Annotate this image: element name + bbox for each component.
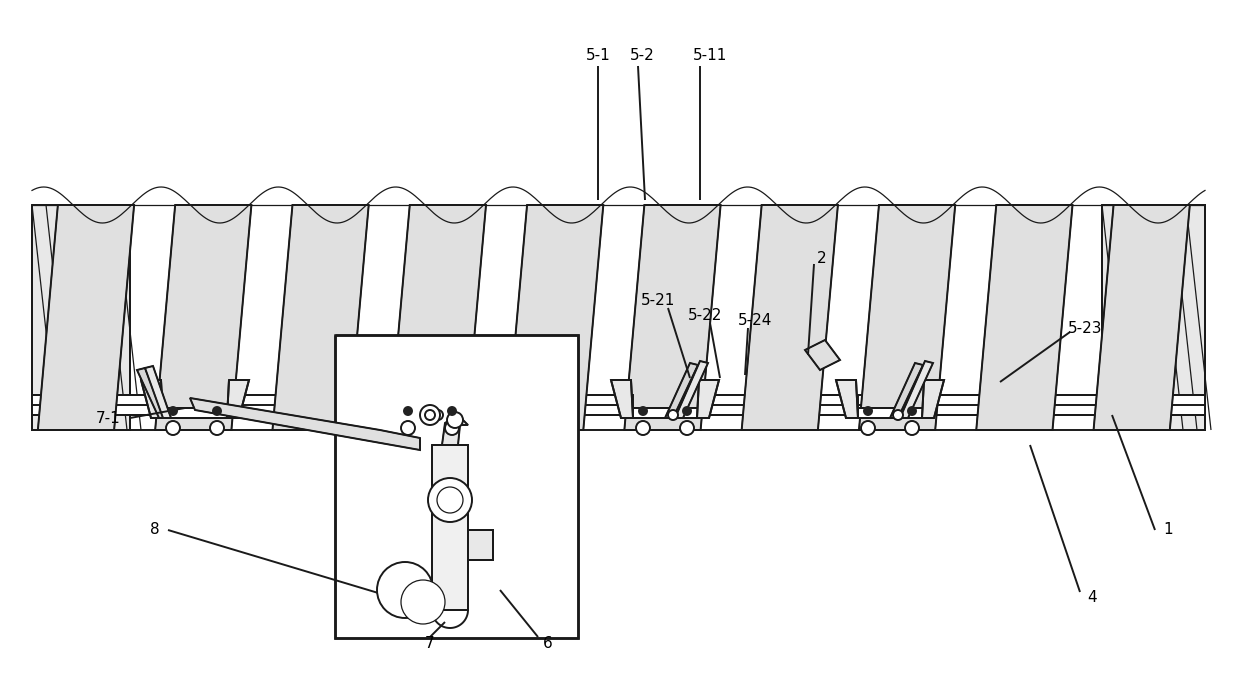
Polygon shape bbox=[376, 380, 398, 418]
Polygon shape bbox=[153, 395, 162, 418]
Text: 5-23: 5-23 bbox=[1068, 321, 1102, 336]
Text: 5-1: 5-1 bbox=[585, 47, 610, 63]
Polygon shape bbox=[900, 361, 932, 418]
Text: 8: 8 bbox=[150, 522, 160, 537]
Polygon shape bbox=[32, 205, 130, 430]
Circle shape bbox=[213, 407, 221, 415]
Text: 7-1: 7-1 bbox=[95, 411, 120, 425]
Circle shape bbox=[425, 410, 435, 420]
Polygon shape bbox=[441, 415, 467, 445]
Polygon shape bbox=[273, 205, 368, 430]
Polygon shape bbox=[155, 205, 252, 430]
Circle shape bbox=[420, 405, 440, 425]
Text: 1: 1 bbox=[1163, 522, 1173, 537]
Polygon shape bbox=[675, 361, 708, 418]
Polygon shape bbox=[430, 363, 463, 418]
Polygon shape bbox=[463, 380, 484, 418]
Polygon shape bbox=[848, 408, 932, 418]
Polygon shape bbox=[859, 205, 955, 430]
Polygon shape bbox=[890, 363, 923, 418]
Polygon shape bbox=[622, 408, 707, 418]
Polygon shape bbox=[388, 408, 472, 418]
Circle shape bbox=[445, 421, 459, 435]
Polygon shape bbox=[38, 205, 134, 430]
Polygon shape bbox=[836, 380, 858, 418]
Circle shape bbox=[377, 562, 433, 618]
Polygon shape bbox=[742, 205, 838, 430]
Circle shape bbox=[169, 407, 177, 415]
Circle shape bbox=[680, 421, 694, 435]
Text: 5-11: 5-11 bbox=[693, 47, 727, 63]
Circle shape bbox=[446, 412, 463, 428]
Polygon shape bbox=[622, 395, 632, 418]
Polygon shape bbox=[1102, 205, 1205, 430]
Polygon shape bbox=[440, 361, 472, 418]
Polygon shape bbox=[923, 380, 944, 418]
Circle shape bbox=[401, 580, 445, 624]
Polygon shape bbox=[976, 205, 1073, 430]
Polygon shape bbox=[432, 445, 467, 610]
Polygon shape bbox=[665, 363, 698, 418]
Polygon shape bbox=[611, 380, 632, 418]
Circle shape bbox=[448, 407, 456, 415]
Circle shape bbox=[166, 421, 180, 435]
Polygon shape bbox=[467, 530, 494, 560]
Text: 5-22: 5-22 bbox=[688, 308, 722, 323]
Polygon shape bbox=[625, 205, 720, 430]
Text: 6: 6 bbox=[543, 636, 553, 652]
Polygon shape bbox=[145, 366, 171, 418]
Text: 5-24: 5-24 bbox=[738, 312, 773, 327]
Circle shape bbox=[908, 407, 916, 415]
Circle shape bbox=[893, 410, 903, 420]
Polygon shape bbox=[805, 340, 839, 370]
Circle shape bbox=[210, 421, 224, 435]
Text: 5-2: 5-2 bbox=[630, 47, 655, 63]
Circle shape bbox=[864, 407, 872, 415]
Polygon shape bbox=[507, 205, 604, 430]
Circle shape bbox=[905, 421, 919, 435]
Text: 4: 4 bbox=[1087, 590, 1097, 605]
Circle shape bbox=[404, 407, 412, 415]
Circle shape bbox=[683, 407, 691, 415]
Circle shape bbox=[401, 421, 415, 435]
Circle shape bbox=[639, 407, 647, 415]
Text: 5-21: 5-21 bbox=[641, 292, 676, 308]
Circle shape bbox=[433, 410, 443, 420]
Polygon shape bbox=[335, 335, 578, 638]
Text: 7: 7 bbox=[425, 636, 435, 652]
Polygon shape bbox=[136, 368, 167, 418]
Polygon shape bbox=[153, 408, 237, 418]
Polygon shape bbox=[190, 398, 420, 450]
Polygon shape bbox=[697, 380, 719, 418]
Polygon shape bbox=[389, 205, 486, 430]
Circle shape bbox=[436, 487, 463, 513]
Circle shape bbox=[861, 421, 875, 435]
Ellipse shape bbox=[402, 572, 424, 608]
Polygon shape bbox=[430, 480, 470, 520]
Text: 2: 2 bbox=[817, 250, 827, 266]
Polygon shape bbox=[227, 380, 249, 418]
Polygon shape bbox=[1094, 205, 1190, 430]
Circle shape bbox=[636, 421, 650, 435]
Circle shape bbox=[668, 410, 678, 420]
Polygon shape bbox=[32, 395, 1205, 415]
Polygon shape bbox=[141, 380, 162, 418]
Polygon shape bbox=[388, 395, 398, 418]
Circle shape bbox=[428, 478, 472, 522]
Polygon shape bbox=[848, 395, 858, 418]
